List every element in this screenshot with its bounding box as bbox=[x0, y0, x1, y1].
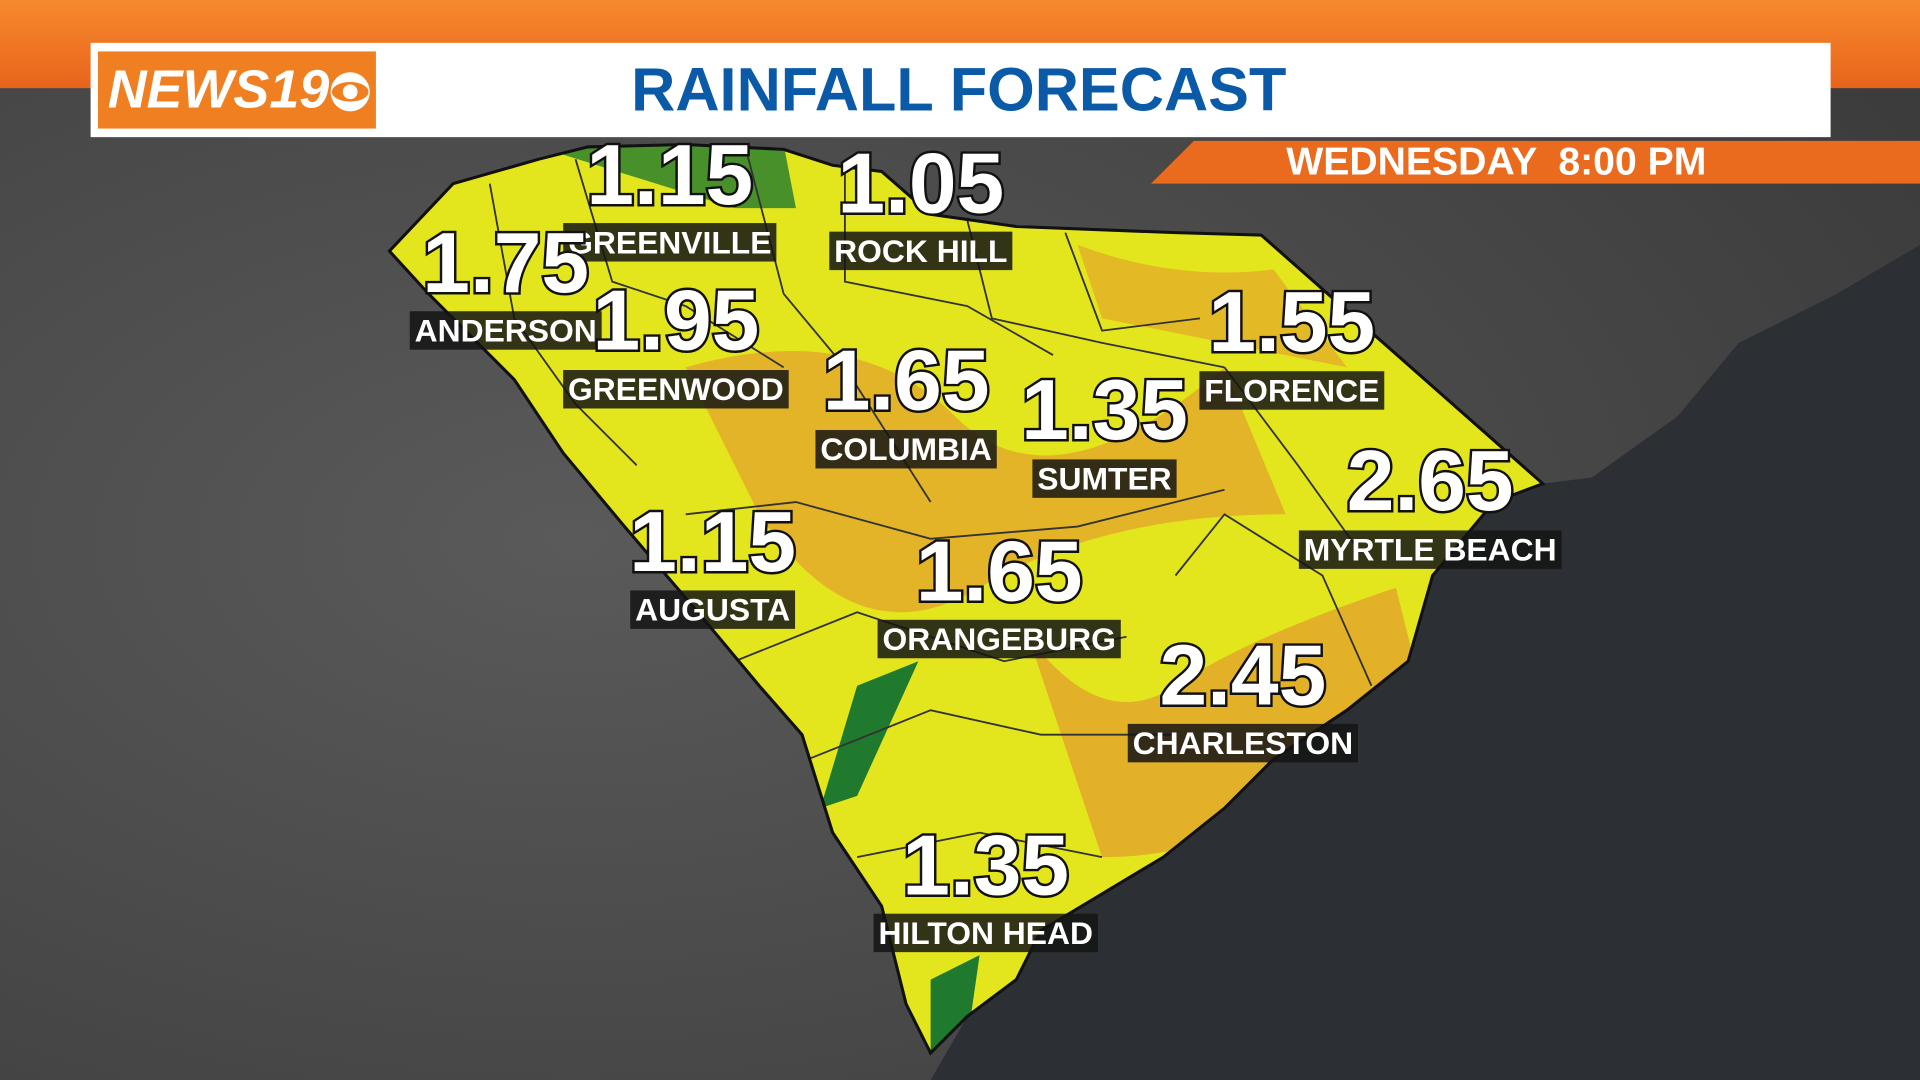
city-name: GREENWOOD bbox=[568, 371, 784, 407]
city-name: ORANGEBURG bbox=[882, 621, 1115, 657]
rain-amount: 1.55 bbox=[1208, 274, 1375, 370]
rain-band bbox=[685, 351, 1286, 613]
rain-amount: 1.65 bbox=[916, 524, 1083, 620]
city-label-box bbox=[1298, 530, 1562, 569]
city-name: FLORENCE bbox=[1204, 372, 1379, 408]
rain-band bbox=[1028, 587, 1421, 858]
city-label-box bbox=[409, 311, 602, 350]
rain-amount: 2.45 bbox=[1159, 628, 1326, 724]
rain-amount: 2.65 bbox=[1347, 433, 1514, 529]
city-label-box bbox=[1199, 371, 1385, 410]
cbs-eye bbox=[330, 72, 370, 112]
title: RAINFALL FORECAST bbox=[631, 55, 1286, 123]
subtitle: WEDNESDAY 8:00 PM bbox=[1286, 140, 1706, 183]
rain-amount: 1.75 bbox=[422, 215, 589, 311]
logo-box bbox=[97, 51, 376, 129]
city-name: ANDERSON bbox=[415, 312, 597, 348]
city-label-box bbox=[873, 913, 1098, 953]
city-name: COLUMBIA bbox=[820, 431, 992, 467]
rain-amount: 1.15 bbox=[586, 127, 753, 223]
city-label-box bbox=[877, 619, 1121, 659]
city-name: AUGUSTA bbox=[635, 592, 790, 628]
rain-amount: 1.95 bbox=[593, 273, 760, 369]
city-name: SUMTER bbox=[1037, 461, 1171, 497]
title-box bbox=[90, 42, 1831, 138]
city-label-box bbox=[1127, 723, 1358, 763]
city-name: GREENVILLE bbox=[568, 224, 771, 260]
city-label-box bbox=[815, 430, 997, 469]
rain-amount: 1.35 bbox=[902, 817, 1069, 913]
city-label-box bbox=[630, 590, 796, 629]
subtitle-banner bbox=[1151, 140, 1920, 184]
state-outline bbox=[387, 142, 1546, 1056]
rain-amount: 1.35 bbox=[1021, 362, 1188, 458]
city-label-box bbox=[563, 370, 789, 409]
rain-band bbox=[1077, 244, 1347, 368]
city-label-box bbox=[1032, 459, 1177, 498]
city-name: CHARLESTON bbox=[1133, 725, 1353, 761]
city-name: HILTON HEAD bbox=[878, 915, 1093, 951]
rain-amount: 1.05 bbox=[837, 135, 1004, 231]
ocean bbox=[930, 244, 1920, 1080]
city-name: ROCK HILL bbox=[834, 233, 1007, 269]
rain-amount: 1.65 bbox=[823, 333, 990, 429]
city-label-box bbox=[563, 223, 777, 262]
city-label-box bbox=[829, 231, 1013, 271]
rain-amount: 1.15 bbox=[629, 494, 796, 590]
rain-low bbox=[538, 144, 796, 209]
logo: NEWS19 bbox=[108, 59, 330, 119]
city-name: MYRTLE BEACH bbox=[1304, 532, 1557, 568]
